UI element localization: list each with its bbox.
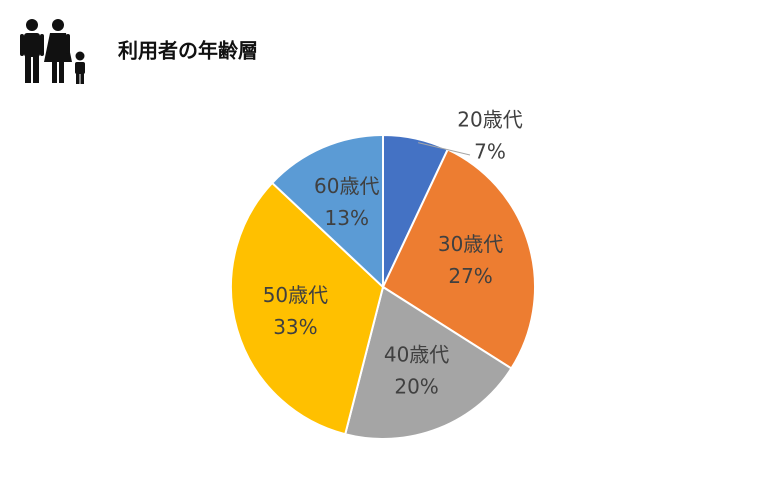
data-label: 27% xyxy=(448,264,492,288)
pie-slice xyxy=(343,285,513,440)
family-icon xyxy=(20,19,85,84)
category-label: 60歳代 xyxy=(314,174,379,198)
pie-slice xyxy=(270,133,384,290)
leader-line xyxy=(418,142,471,156)
data-label: 20% xyxy=(394,374,438,398)
category-label: 40歳代 xyxy=(384,342,449,366)
pie-slice xyxy=(230,181,385,436)
category-label: 30歳代 xyxy=(438,232,503,256)
data-label: 7% xyxy=(474,140,506,164)
data-label: 13% xyxy=(325,206,369,230)
category-label: 20歳代 xyxy=(457,108,522,132)
data-label: 33% xyxy=(273,315,317,339)
category-label: 50歳代 xyxy=(263,283,328,307)
chart-title: 利用者の年齢層 xyxy=(118,39,258,63)
pie-slice xyxy=(381,148,536,370)
